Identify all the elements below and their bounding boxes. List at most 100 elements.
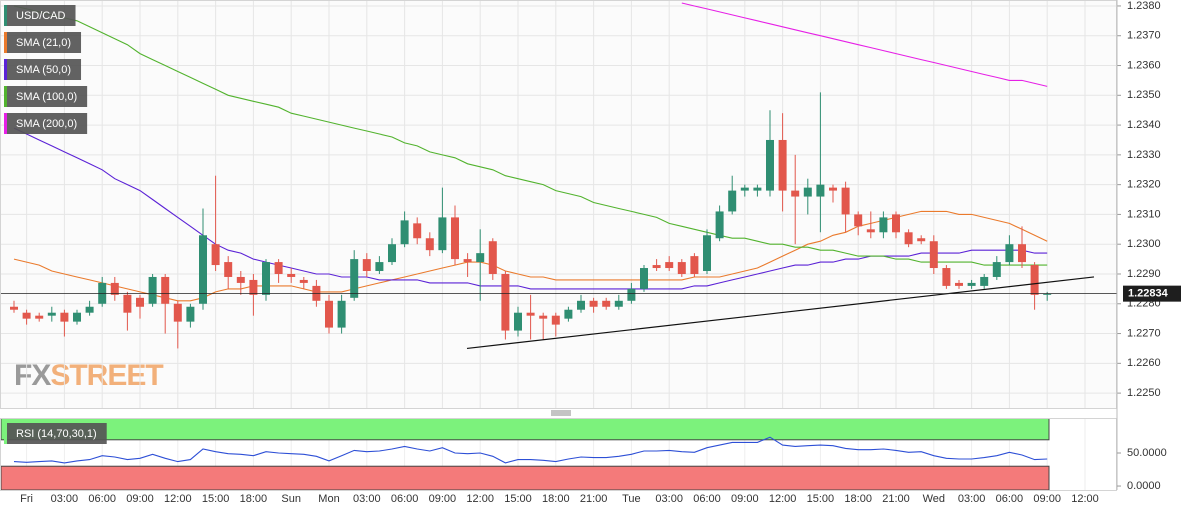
legend-label: SMA (21,0) — [16, 37, 71, 49]
candle-body — [350, 259, 359, 298]
legend-box — [4, 5, 76, 26]
candle-body — [753, 187, 762, 191]
candle-body — [287, 273, 296, 277]
candle-body — [627, 288, 636, 301]
candle-body — [740, 187, 749, 191]
x-tick-label: 15:00 — [504, 493, 532, 505]
legend-swatch — [4, 423, 7, 444]
x-tick-label: 03:00 — [655, 493, 683, 505]
line — [13, 436, 1048, 464]
candle-body — [1043, 293, 1052, 295]
x-tick-label: 15:00 — [202, 493, 230, 505]
candle-body — [501, 273, 510, 331]
candle-body — [892, 214, 900, 233]
legend-box — [4, 113, 88, 134]
candle-body — [665, 262, 674, 269]
y-tick-label: 1.2360 — [1127, 59, 1161, 71]
trendline — [466, 276, 1095, 350]
x-tick-label: 12:00 — [769, 493, 797, 505]
candle-body — [955, 282, 963, 286]
candle-body — [917, 238, 926, 242]
candle-body — [514, 312, 522, 331]
candle-body — [841, 187, 850, 215]
candle-body — [614, 300, 623, 307]
candle-body — [463, 259, 472, 263]
candle-body — [161, 276, 170, 304]
legend-item: SMA (100,0) — [4, 86, 88, 107]
x-tick-label: 06:00 — [88, 493, 116, 505]
candle-body — [766, 139, 774, 191]
candle-body — [778, 139, 787, 191]
candle-body — [224, 262, 233, 277]
candle-body — [551, 315, 560, 325]
candle-body — [123, 294, 132, 313]
legend-label: SMA (100,0) — [16, 91, 77, 103]
candle-body — [337, 300, 346, 328]
candle-body — [186, 306, 195, 322]
candle-body — [1018, 244, 1026, 263]
x-tick-label: Wed — [923, 493, 945, 505]
candle-body — [652, 265, 661, 269]
candle-body — [564, 309, 573, 319]
candle-body — [829, 187, 837, 191]
legend-item: USD/CAD — [4, 5, 76, 26]
candle-body — [879, 217, 888, 233]
candle-body — [362, 259, 371, 272]
y-tick-label: 1.2320 — [1127, 179, 1161, 191]
candle-body — [10, 306, 18, 310]
legend-item: RSI (14,70,30,1) — [4, 423, 107, 444]
x-tick-label: 09:00 — [126, 493, 154, 505]
candle-body — [677, 262, 686, 274]
x-tick-label: 15:00 — [807, 493, 835, 505]
candle-body — [249, 279, 258, 295]
candle-body — [929, 241, 938, 269]
candle-body — [728, 190, 737, 212]
x-tick-label: 03:00 — [353, 493, 381, 505]
line — [13, 5, 1048, 266]
candle-body — [60, 312, 69, 322]
y-tick-label: 1.2270 — [1127, 327, 1161, 339]
candle-body — [413, 223, 422, 239]
candle-body — [602, 300, 611, 307]
candle-body — [236, 276, 245, 283]
x-tick-label: 18:00 — [844, 493, 872, 505]
x-tick-label: 18:00 — [542, 493, 570, 505]
candle-body — [488, 241, 497, 274]
legend-label: SMA (50,0) — [16, 64, 71, 76]
candle-body — [425, 238, 434, 251]
logo: FXSTREET — [14, 359, 163, 392]
legend-box — [4, 423, 107, 444]
candle-body — [173, 303, 182, 322]
y-tick-label: 1.2290 — [1127, 268, 1161, 280]
x-tick-label: Mon — [318, 493, 339, 505]
legend-swatch — [4, 59, 7, 80]
candle-body — [22, 312, 31, 319]
candle-body — [791, 190, 800, 197]
candle-body — [715, 211, 724, 239]
candle-body — [526, 312, 535, 316]
legend-label: RSI (14,70,30,1) — [16, 428, 97, 440]
candle-body — [866, 229, 875, 233]
y-tick-label: 1.2370 — [1127, 30, 1161, 42]
rsi-plot — [1, 419, 1086, 490]
last-price-label: 1.22834 — [1128, 288, 1169, 300]
y-tick-label: 1.2380 — [1127, 0, 1161, 12]
legend-swatch — [4, 113, 7, 134]
legend-swatch — [4, 5, 7, 26]
main-plot — [1, 1, 1117, 408]
y-tick-label: 1.2300 — [1127, 238, 1161, 250]
legend-box — [4, 32, 82, 53]
logo-suffix: STREET — [50, 359, 163, 392]
x-tick-label: 06:00 — [693, 493, 721, 505]
x-tick-label: 12:00 — [466, 493, 494, 505]
logo-prefix: FX — [14, 359, 51, 392]
candle-body — [451, 217, 459, 260]
candle-body — [400, 220, 409, 245]
x-tick-label: 09:00 — [429, 493, 457, 505]
x-tick-label: Sun — [281, 493, 301, 505]
candle-body — [438, 217, 447, 251]
x-tick-label: 21:00 — [882, 493, 910, 505]
candle-body — [274, 262, 283, 274]
legend-label: SMA (200,0) — [16, 118, 77, 130]
